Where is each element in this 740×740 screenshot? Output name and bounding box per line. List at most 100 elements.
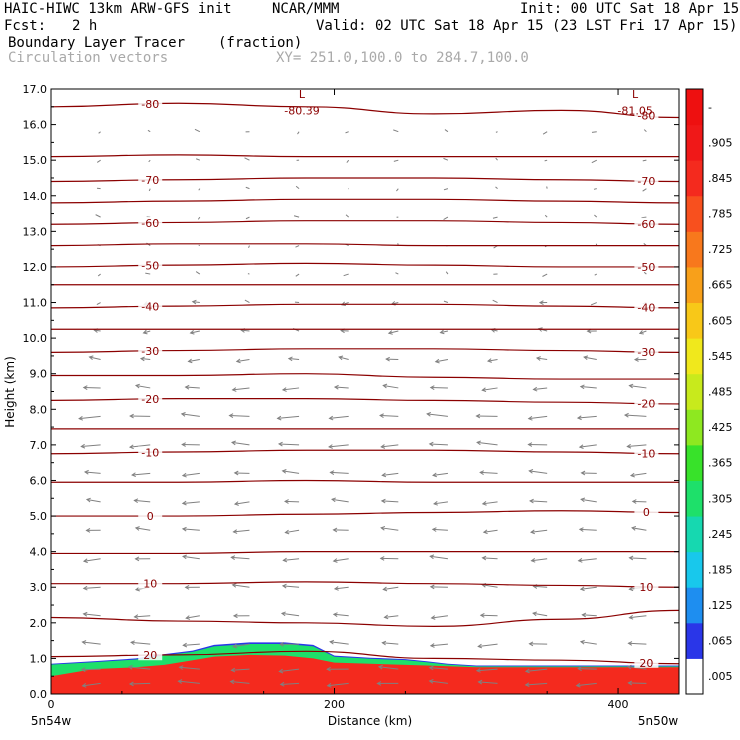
wind-vector — [443, 300, 449, 304]
wind-vector — [643, 129, 647, 133]
model-name: HAIC-HIWC 13km ARW-GFS init — [4, 1, 232, 17]
wind-vector — [231, 556, 250, 560]
wind-vector-head — [631, 526, 637, 531]
cross-section-coords: XY= 251.0,100.0 to 284.7,100.0 — [276, 50, 529, 66]
vector-name: Circulation vectors — [8, 50, 169, 66]
wind-vector-head — [527, 415, 533, 421]
wind-vector — [480, 471, 498, 474]
wind-vector — [542, 131, 548, 135]
wind-vector — [580, 386, 597, 389]
wind-vector-head — [530, 558, 536, 563]
wind-vector — [282, 387, 300, 391]
wind-vector-head — [182, 554, 187, 560]
contour-label-bg — [138, 510, 163, 522]
wind-vector-head — [628, 586, 634, 592]
wind-vector — [197, 216, 201, 220]
contour-label-bg — [138, 446, 163, 458]
wind-vector — [182, 501, 200, 504]
wind-vector — [179, 666, 200, 670]
wind-vector-head — [85, 497, 91, 503]
wind-vector — [96, 159, 101, 163]
wind-vector-head — [527, 442, 533, 447]
wind-vector — [382, 472, 399, 476]
org-name: NCAR/MMM — [272, 1, 340, 17]
wind-vector-head — [329, 639, 335, 645]
wind-vector — [528, 415, 548, 420]
wind-vector — [382, 642, 399, 645]
wind-vector-head — [332, 558, 338, 563]
wind-vector-head — [80, 667, 86, 672]
wind-vector — [533, 387, 548, 391]
wind-vector-head — [230, 555, 236, 560]
wind-vector — [580, 641, 597, 645]
wind-vector-head — [578, 527, 584, 532]
wind-vector-head — [181, 526, 187, 532]
wind-vector — [244, 299, 250, 303]
wind-vector-head — [81, 683, 87, 688]
contour-label-bg — [634, 447, 659, 459]
wind-vector — [429, 680, 448, 684]
colorbar-swatch — [686, 587, 703, 624]
wind-vector-head — [631, 499, 637, 504]
wind-vector-head — [579, 384, 585, 390]
wind-vector-head — [178, 665, 184, 670]
colorbar-label: .905 — [708, 136, 733, 149]
wind-vector — [131, 641, 151, 645]
wind-vector — [96, 302, 101, 305]
low-marker: L — [299, 88, 306, 101]
wind-vector — [295, 245, 300, 248]
y-tick-label: 16.0 — [23, 119, 48, 132]
x-end-label-right: 5n50w — [638, 714, 679, 728]
contour-label-bg — [634, 506, 659, 518]
temperature-contour — [51, 198, 679, 204]
wind-vector-head — [382, 586, 388, 592]
wind-vector-head — [284, 499, 289, 504]
wind-vector — [134, 499, 151, 503]
wind-vector — [231, 441, 250, 446]
wind-vector — [639, 330, 647, 334]
wind-vector — [148, 188, 151, 192]
wind-vector-head — [189, 329, 195, 335]
wind-vector — [282, 585, 300, 588]
wind-vector-head — [133, 614, 139, 619]
contour-label-bg — [634, 345, 659, 357]
temperature-contour — [51, 154, 679, 158]
contour-label-bg — [634, 397, 659, 409]
colorbar-swatch — [686, 409, 703, 446]
contour-label: -20 — [637, 397, 655, 410]
wind-vector-head — [229, 679, 235, 685]
wind-vector — [232, 584, 250, 588]
wind-vector-head — [134, 383, 140, 389]
wind-vector — [578, 558, 597, 562]
wind-vector — [482, 387, 498, 391]
wind-vector-head — [477, 679, 483, 685]
wind-vector — [584, 356, 597, 360]
wind-vector — [430, 555, 448, 560]
wind-vector — [531, 558, 548, 562]
wind-vector-head — [524, 668, 530, 674]
wind-vector — [346, 159, 350, 163]
contour-label: 20 — [639, 657, 653, 670]
wind-vector — [492, 216, 498, 219]
wind-vector — [188, 358, 200, 362]
wind-vector-head — [331, 497, 336, 503]
colorbar-label: .665 — [708, 279, 733, 292]
wind-vector — [443, 188, 449, 191]
wind-vector-head — [80, 443, 86, 449]
wind-vector — [135, 527, 151, 531]
wind-vector — [383, 586, 399, 590]
wind-vector-head — [235, 358, 241, 364]
wind-vector-head — [133, 498, 139, 504]
wind-vector — [181, 413, 200, 417]
wind-vector — [542, 273, 548, 277]
wind-vector — [233, 529, 250, 533]
colorbar-swatch — [686, 266, 703, 304]
contour-label-bg — [634, 301, 659, 313]
wind-vector — [330, 641, 349, 645]
contour-label-bg — [634, 217, 659, 229]
wind-vector — [577, 415, 597, 419]
field-name: Boundary Layer Tracer — [8, 35, 186, 51]
wind-vector-head — [82, 585, 88, 591]
wind-vector — [148, 159, 151, 163]
contour-label: -60 — [141, 217, 159, 230]
